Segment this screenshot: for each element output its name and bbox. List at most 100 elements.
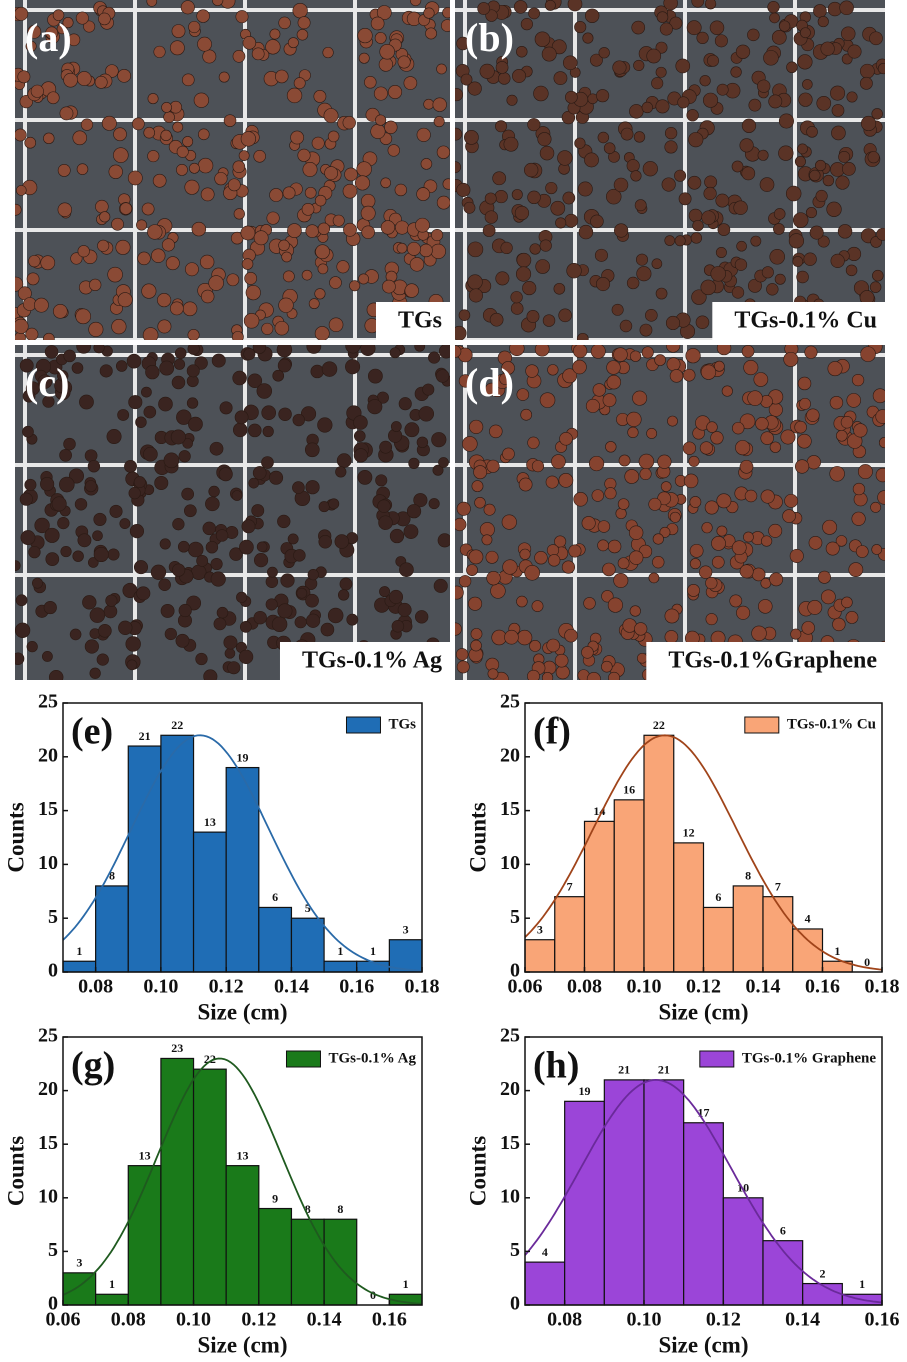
particle <box>601 661 612 672</box>
particle <box>187 365 199 377</box>
data-label: 6 <box>715 890 721 904</box>
particle <box>293 414 305 426</box>
particle <box>177 146 188 157</box>
particle <box>362 226 375 239</box>
particle <box>522 281 536 295</box>
particle <box>530 244 541 255</box>
particle <box>598 540 609 551</box>
particle <box>716 194 729 207</box>
particle <box>732 422 744 434</box>
particle <box>322 362 337 377</box>
particle <box>315 245 329 259</box>
particle <box>614 224 628 238</box>
bar <box>525 940 555 972</box>
particle <box>540 240 552 252</box>
particle <box>148 93 158 103</box>
particle <box>485 193 496 204</box>
particle <box>848 45 861 58</box>
particle <box>143 328 158 343</box>
x-tick-label: 0.12 <box>241 1309 276 1331</box>
particle <box>618 499 629 510</box>
particle <box>147 225 162 240</box>
particle <box>95 76 107 88</box>
y-tick-label: 20 <box>38 744 58 766</box>
bar <box>259 907 292 972</box>
particle <box>742 167 755 180</box>
y-tick-label: 15 <box>500 1132 520 1154</box>
particle <box>90 608 105 623</box>
particle <box>830 466 845 481</box>
particle <box>293 3 308 18</box>
particle <box>702 211 716 225</box>
particle <box>836 176 850 190</box>
particle <box>29 546 41 558</box>
particle <box>751 236 761 246</box>
particle <box>417 437 428 448</box>
particle <box>293 549 305 561</box>
particle <box>521 18 533 30</box>
particle <box>484 504 495 515</box>
particle <box>532 601 543 612</box>
particle <box>132 118 144 130</box>
particle <box>879 437 889 447</box>
particle <box>649 498 661 510</box>
particle <box>141 387 151 397</box>
particle <box>215 172 228 185</box>
particle <box>160 361 174 375</box>
x-tick-label: 0.18 <box>865 976 900 998</box>
particle <box>232 491 242 501</box>
particle <box>60 107 73 120</box>
particle <box>203 50 216 63</box>
particle <box>462 436 477 451</box>
particle <box>799 93 813 107</box>
particle <box>625 469 639 483</box>
particle <box>236 592 247 603</box>
particle <box>288 534 298 544</box>
particle <box>666 339 680 353</box>
particle <box>112 319 127 334</box>
particle <box>831 254 845 268</box>
data-label: 8 <box>745 869 751 883</box>
particle <box>555 654 568 667</box>
data-label: 13 <box>204 815 216 829</box>
particle <box>368 399 382 413</box>
bar <box>555 897 585 972</box>
particle <box>269 471 282 484</box>
particle <box>228 662 240 674</box>
particle <box>328 131 339 142</box>
particle <box>583 33 593 43</box>
y-axis-label: Counts <box>3 802 28 872</box>
particle <box>395 221 408 234</box>
particle <box>516 596 527 607</box>
particle <box>397 243 407 253</box>
particle <box>450 88 463 101</box>
particle <box>596 89 609 102</box>
particle <box>683 369 695 381</box>
particle <box>489 425 502 438</box>
particle <box>529 640 540 651</box>
particle <box>374 87 387 100</box>
particle <box>816 190 828 202</box>
particle <box>468 597 481 610</box>
particle <box>197 37 211 51</box>
particle <box>502 448 514 460</box>
x-axis-label: Size (cm) <box>658 1332 748 1357</box>
particle <box>151 249 165 263</box>
particle <box>205 497 219 511</box>
particle <box>459 310 470 321</box>
particle <box>358 470 372 484</box>
bar <box>565 1101 605 1305</box>
particle <box>519 478 532 491</box>
particle <box>364 76 376 88</box>
particle <box>428 352 440 364</box>
particle <box>312 137 324 149</box>
particle <box>137 587 150 600</box>
particle <box>248 424 261 437</box>
data-label: 1 <box>859 1277 865 1291</box>
particle <box>528 118 541 131</box>
particle <box>722 386 733 397</box>
particle <box>424 8 435 19</box>
particle <box>95 200 108 213</box>
particle <box>200 255 214 269</box>
particle <box>802 79 812 89</box>
